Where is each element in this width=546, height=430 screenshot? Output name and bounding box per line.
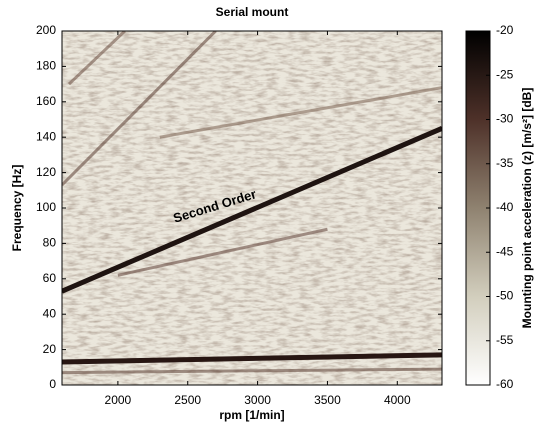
- x-axis-label: rpm [1/min]: [219, 408, 284, 422]
- y-tick-label: 160: [36, 94, 56, 108]
- ridge: [62, 31, 217, 187]
- colorbar-tick-label: -45: [496, 244, 514, 258]
- y-tick-label: 140: [36, 129, 56, 143]
- colorbar-tick-label: -30: [496, 112, 514, 126]
- colorbar-tick-label: -60: [496, 377, 514, 391]
- colorbar-tick-label: -20: [496, 23, 514, 37]
- x-tick-label: 4000: [384, 393, 411, 407]
- ridge: [62, 367, 442, 375]
- colorbar-tick-label: -50: [496, 289, 514, 303]
- y-tick-label: 0: [49, 377, 56, 391]
- x-tick-label: 3000: [244, 393, 271, 407]
- ridge: [62, 352, 442, 365]
- chart-title: Serial mount: [216, 5, 289, 19]
- ridge: [62, 126, 442, 294]
- y-tick-label: 80: [43, 236, 57, 250]
- x-tick-label: 3500: [314, 393, 341, 407]
- colorbar-tick-label: -35: [496, 156, 514, 170]
- colorbar-tick-label: -40: [496, 200, 514, 214]
- y-tick-label: 40: [43, 306, 57, 320]
- ridge: [67, 31, 126, 86]
- x-tick-label: 2500: [174, 393, 201, 407]
- y-axis-label: Frequency [Hz]: [10, 165, 24, 252]
- y-tick-label: 200: [36, 23, 56, 37]
- colorbar-label: Mounting point acceleration (z) [m/s²] […: [520, 88, 534, 329]
- y-tick-label: 100: [36, 200, 56, 214]
- x-tick-label: 2000: [105, 393, 132, 407]
- y-tick-label: 180: [36, 59, 56, 73]
- y-tick-label: 20: [43, 342, 57, 356]
- y-tick-label: 120: [36, 165, 56, 179]
- colorbar-tick-label: -25: [496, 67, 514, 81]
- ridge: [117, 227, 328, 277]
- ridge: [159, 86, 442, 139]
- y-tick-label: 60: [43, 271, 57, 285]
- colorbar-tick-label: -55: [496, 333, 514, 347]
